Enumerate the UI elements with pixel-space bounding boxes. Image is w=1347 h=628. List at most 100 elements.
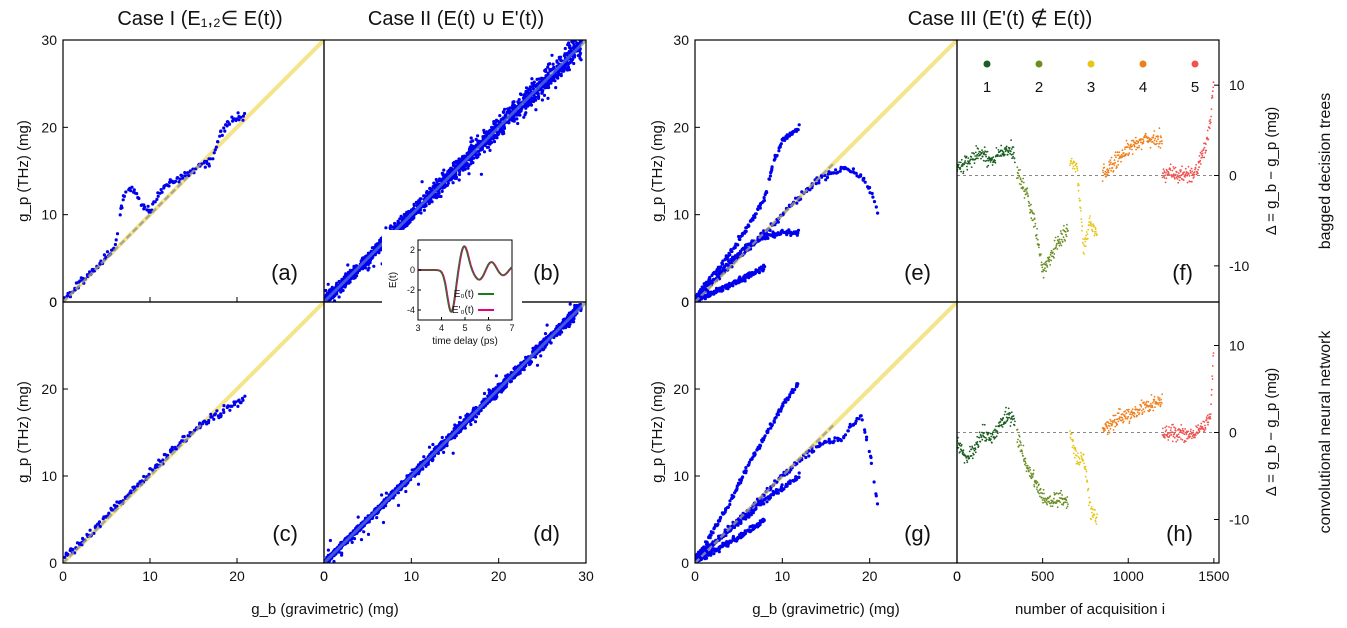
- data-point: [1058, 238, 1061, 241]
- data-point: [186, 171, 190, 175]
- data-point: [494, 374, 498, 378]
- data-point: [970, 166, 973, 169]
- y-tick-label: 10: [673, 207, 689, 223]
- data-point: [1042, 270, 1044, 273]
- data-point: [234, 118, 238, 123]
- data-point: [1006, 153, 1009, 156]
- data-point: [979, 151, 982, 153]
- data-point: [814, 182, 818, 186]
- data-point: [550, 53, 554, 57]
- data-point: [959, 161, 962, 164]
- data-point: [819, 174, 824, 178]
- data-point: [115, 504, 119, 508]
- y-tick-label: 0: [49, 294, 57, 310]
- data-point: [561, 69, 566, 73]
- data-point: [362, 256, 366, 260]
- data-point: [201, 421, 205, 426]
- data-point: [213, 412, 217, 416]
- data-point: [1012, 155, 1015, 158]
- data-point: [213, 148, 217, 152]
- data-point: [1076, 165, 1078, 168]
- data-point: [228, 408, 232, 412]
- data-point: [528, 85, 532, 89]
- data-point: [366, 532, 371, 537]
- data-point: [767, 177, 771, 181]
- data-point: [112, 503, 116, 507]
- data-point: [227, 122, 231, 126]
- data-point: [973, 162, 976, 165]
- data-point: [1087, 228, 1090, 231]
- data-point: [399, 214, 403, 218]
- data-point: [490, 125, 494, 129]
- data-point: [63, 555, 67, 560]
- data-point: [796, 231, 800, 235]
- data-point: [1048, 256, 1051, 258]
- data-point: [566, 65, 571, 69]
- data-point: [571, 57, 575, 62]
- data-point: [564, 63, 568, 67]
- data-point: [511, 102, 515, 106]
- data-point: [417, 199, 422, 204]
- data-point: [530, 77, 534, 81]
- data-point: [419, 211, 423, 215]
- data-point: [326, 548, 330, 552]
- data-point: [477, 149, 481, 153]
- data-point: [1075, 162, 1078, 165]
- points-f: [957, 81, 1215, 279]
- data-point: [130, 185, 134, 189]
- data-point: [1078, 184, 1080, 187]
- data-point: [372, 264, 376, 268]
- data-point: [461, 164, 466, 168]
- x-tick-label: 20: [229, 568, 245, 584]
- data-point: [1069, 162, 1072, 165]
- data-point: [1079, 207, 1082, 210]
- data-point: [854, 171, 858, 175]
- data-point: [834, 168, 838, 172]
- data-point: [738, 237, 742, 242]
- data-point: [773, 235, 777, 239]
- data-point: [491, 397, 496, 401]
- data-point: [66, 552, 70, 556]
- data-point: [515, 117, 519, 121]
- data-point: [437, 191, 441, 195]
- data-point: [523, 113, 527, 117]
- data-point: [502, 124, 506, 128]
- data-point: [770, 165, 774, 169]
- data-point: [983, 153, 985, 156]
- data-point: [532, 99, 536, 104]
- title-case-1: Case I (E₁,₂∈ E(t)): [117, 8, 282, 30]
- data-point: [153, 200, 157, 204]
- data-point: [1041, 263, 1044, 266]
- data-point: [1035, 233, 1038, 236]
- data-point: [440, 186, 445, 190]
- data-point: [1018, 175, 1021, 178]
- data-point: [340, 551, 344, 555]
- data-point: [435, 193, 439, 198]
- data-point: [461, 156, 465, 161]
- data-point: [832, 171, 836, 175]
- data-point: [464, 164, 468, 168]
- data-point: [241, 398, 245, 402]
- data-point: [170, 445, 174, 449]
- data-point: [210, 415, 214, 419]
- data-point: [474, 153, 478, 157]
- data-point: [746, 223, 750, 227]
- data-point: [216, 140, 220, 144]
- data-point: [969, 162, 971, 165]
- data-point: [986, 166, 988, 168]
- data-point: [530, 81, 534, 85]
- data-point: [518, 92, 523, 96]
- data-point: [1025, 189, 1028, 191]
- data-point: [547, 85, 551, 90]
- data-point: [427, 445, 432, 449]
- data-point: [102, 253, 106, 257]
- data-point: [751, 218, 755, 222]
- panel-label-d: (d): [533, 521, 560, 546]
- panel-b: (b): [323, 39, 587, 303]
- data-point: [499, 390, 504, 394]
- data-point: [851, 167, 856, 171]
- data-point: [1069, 164, 1071, 167]
- data-point: [147, 472, 151, 476]
- data-point: [981, 155, 984, 158]
- data-point: [430, 200, 434, 204]
